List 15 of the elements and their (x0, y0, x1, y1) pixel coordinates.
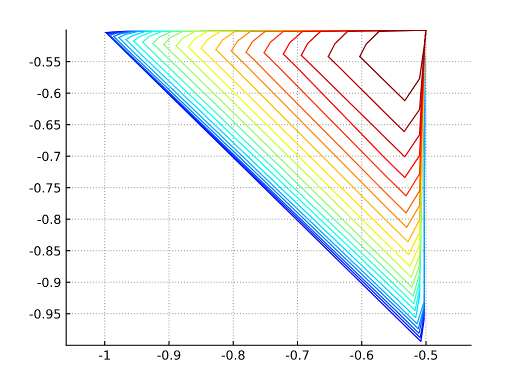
y-tick-label: -0.6 (38, 88, 61, 98)
x-tick-label: -0.6 (350, 350, 374, 360)
y-tick-label: -0.8 (38, 214, 60, 224)
y-tick-label: -0.75 (30, 183, 60, 193)
y-tick-label: -0.95 (30, 309, 60, 319)
y-tick-label: -0.55 (30, 57, 60, 67)
x-tick-label: -1 (99, 350, 110, 360)
y-tick-label: -0.65 (30, 120, 60, 130)
x-tick-label: -0.8 (222, 350, 245, 360)
y-tick-label: -0.9 (38, 278, 60, 288)
y-tick-label: -0.7 (38, 152, 60, 162)
x-tick-label: -0.5 (414, 350, 438, 360)
x-tick-label: -0.9 (157, 350, 180, 360)
x-tick-label: -0.7 (286, 350, 309, 360)
y-tick-label: -0.85 (30, 246, 60, 256)
